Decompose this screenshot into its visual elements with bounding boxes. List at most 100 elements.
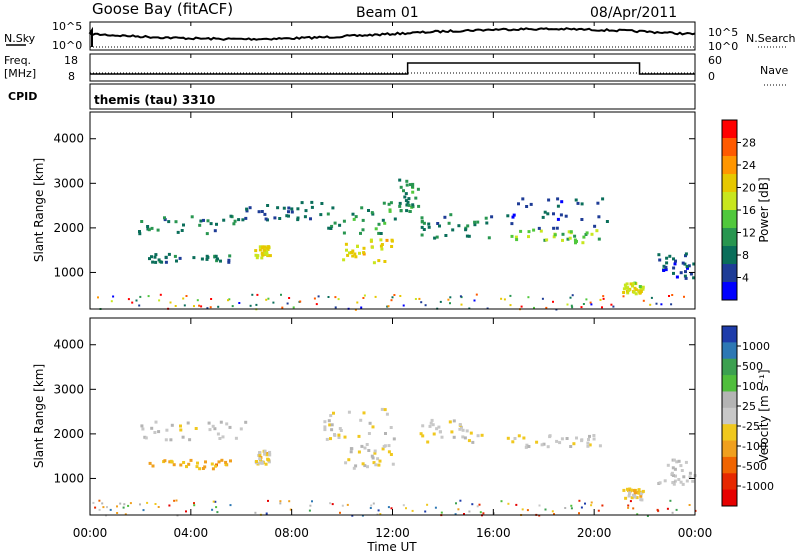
scatter-cell — [561, 238, 564, 242]
noise-cell — [503, 298, 506, 301]
scatter-cell — [391, 462, 395, 466]
scatter-cell — [639, 287, 643, 291]
scatter-cell — [629, 488, 633, 492]
scatter-cell — [268, 254, 272, 258]
scatter-cell — [684, 252, 688, 256]
noise-cell — [601, 306, 603, 309]
scatter-cell — [220, 458, 224, 462]
scatter-cell — [555, 439, 559, 443]
noise-cell — [459, 295, 462, 298]
scatter-cell — [157, 430, 161, 434]
noise-cell — [142, 509, 145, 512]
scatter-cell — [449, 213, 453, 217]
scatter-cell — [691, 479, 695, 483]
scatter-cell — [389, 426, 393, 429]
noise-cell — [315, 303, 318, 306]
scatter-cell — [658, 481, 662, 485]
scatter-cell — [683, 274, 687, 278]
noise-cell — [370, 504, 373, 507]
scatter-cell — [156, 228, 160, 232]
scatter-cell — [222, 218, 226, 222]
colorbar-swatch — [722, 246, 737, 265]
scatter-cell — [592, 434, 596, 437]
scatter-cell — [638, 285, 642, 289]
noise-cell — [110, 300, 113, 303]
noise-cell — [582, 303, 585, 305]
scatter-cell — [381, 218, 385, 222]
noise-cell — [610, 303, 613, 306]
scatter-cell — [408, 183, 412, 187]
scatter-cell — [258, 245, 262, 249]
scatter-cell — [428, 424, 432, 428]
scatter-cell — [360, 206, 364, 210]
scatter-cell — [258, 451, 261, 455]
scatter-cell — [273, 216, 277, 220]
scatter-cell — [405, 183, 409, 187]
scatter-cell — [411, 203, 415, 207]
noise-cell — [493, 512, 495, 515]
scatter-cell — [153, 431, 157, 434]
scatter-cell — [546, 445, 550, 449]
scatter-cell — [371, 456, 375, 460]
colorbar-swatch — [722, 156, 737, 175]
scatter-cell — [675, 460, 679, 464]
noise-cell — [101, 502, 104, 505]
scatter-cell — [204, 460, 207, 464]
scatter-cell — [179, 428, 183, 432]
scatter-cell — [663, 479, 667, 483]
scatter-cell — [522, 436, 526, 440]
scatter-cell — [344, 461, 348, 465]
scatter-cell — [151, 260, 155, 264]
scatter-cell — [510, 234, 514, 238]
noise-cell — [354, 308, 357, 311]
scatter-cell — [460, 425, 463, 429]
scatter-cell — [525, 443, 529, 447]
noise-cell — [249, 304, 252, 307]
scatter-cell — [633, 491, 637, 495]
scatter-cell — [548, 435, 552, 439]
scatter-cell — [217, 460, 221, 464]
colorbar-swatch — [722, 358, 737, 376]
scatter-cell — [586, 444, 590, 448]
scatter-cell — [673, 262, 677, 266]
noise-cell — [313, 297, 316, 300]
scatter-cell — [331, 206, 335, 210]
scatter-cell — [170, 460, 174, 464]
colorbar-tick-label: -500 — [742, 460, 767, 473]
scatter-cell — [514, 235, 518, 239]
scatter-cell — [351, 212, 355, 216]
scatter-cell — [430, 418, 434, 422]
scatter-cell — [467, 439, 471, 443]
scatter-cell — [433, 236, 437, 240]
noise-cell — [570, 504, 573, 507]
scatter-cell — [422, 228, 426, 231]
noise-cell — [267, 297, 270, 300]
noise-cell — [675, 508, 678, 511]
x-tick-label: 08:00 — [274, 526, 309, 540]
noise-cell — [308, 509, 311, 512]
scatter-cell — [232, 222, 236, 226]
scatter-cell — [157, 258, 161, 262]
scatter-cell — [626, 286, 630, 290]
scatter-cell — [545, 238, 549, 242]
noise-cell — [671, 294, 674, 296]
scatter-cell — [685, 479, 689, 483]
noise-cell — [475, 293, 478, 296]
scatter-cell — [265, 453, 269, 457]
noise-cell — [399, 295, 402, 297]
scatter-cell — [260, 210, 264, 213]
noise-cell — [238, 302, 241, 304]
scatter-cell — [677, 478, 681, 481]
colorbar-swatch — [722, 473, 737, 491]
scatter-cell — [542, 442, 546, 446]
scatter-cell — [150, 426, 154, 430]
scatter-cell — [411, 182, 415, 186]
noise-cell — [97, 296, 99, 299]
beam-title: Beam 01 — [356, 5, 419, 21]
scatter-cell — [344, 242, 348, 246]
noise-cell — [183, 304, 186, 307]
nsky-tick-bottom: 10^0 — [52, 39, 82, 52]
colorbar-swatch — [722, 326, 737, 343]
scatter-cell — [245, 207, 249, 211]
noise-cell — [159, 293, 162, 296]
